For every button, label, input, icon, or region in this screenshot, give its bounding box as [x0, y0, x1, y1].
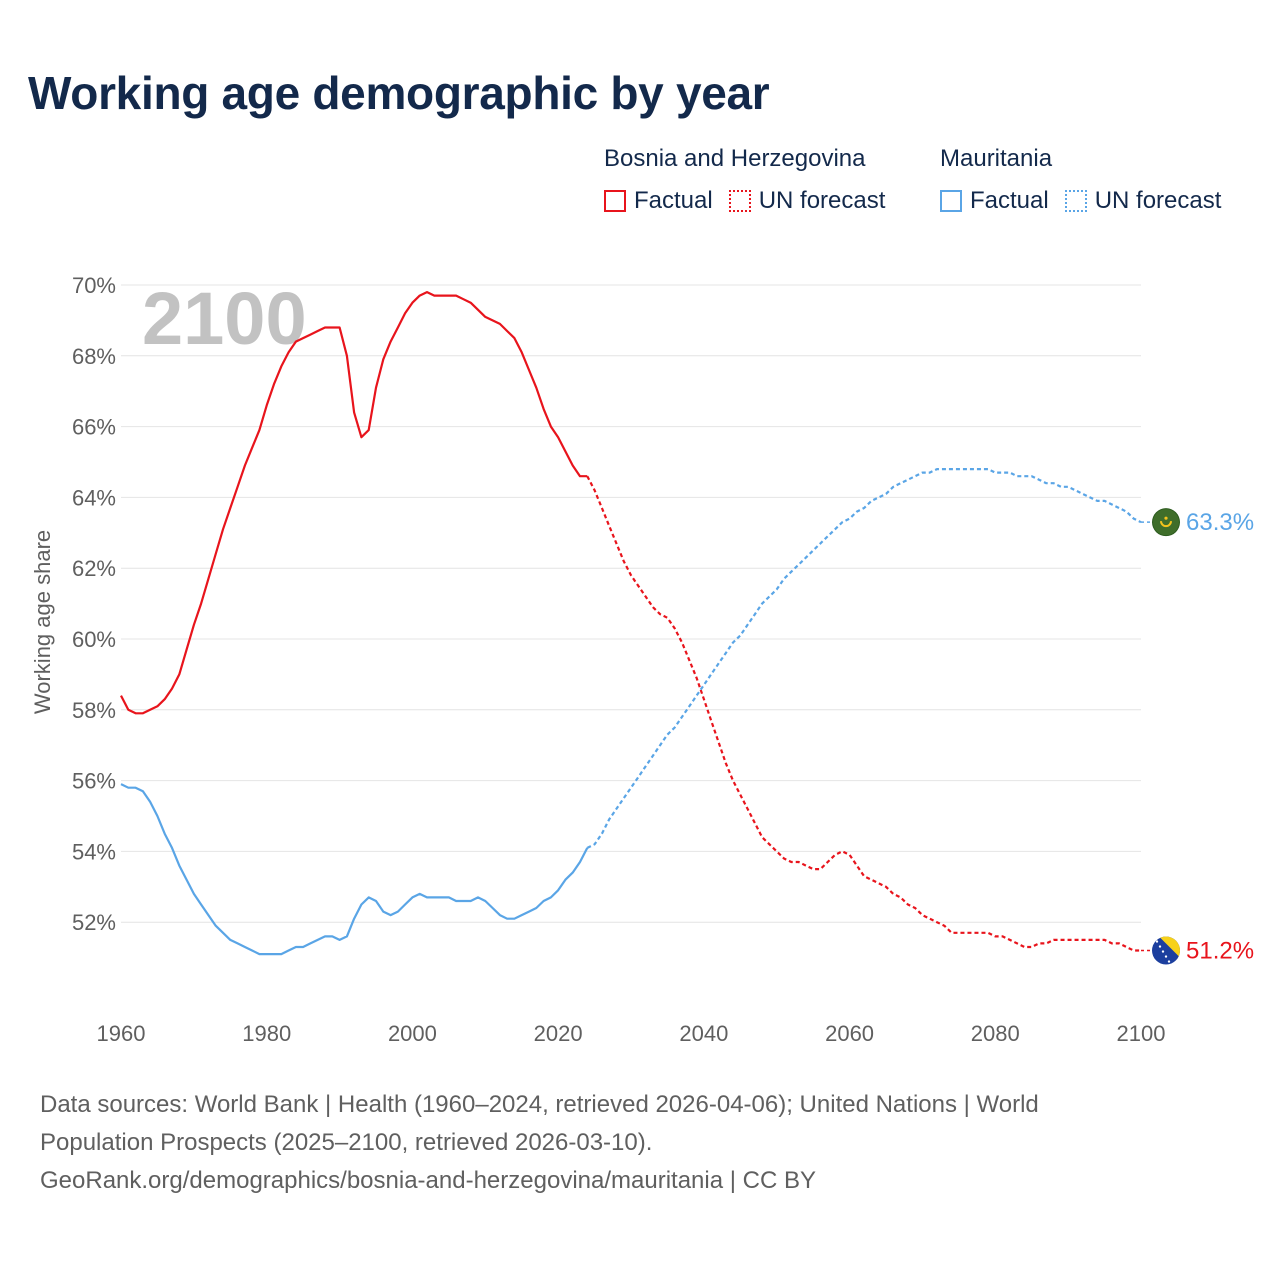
x-axis-ticks: 1960 1980 2000 2020 2040 2060 2080 2100	[97, 1021, 1166, 1046]
legend-group-title-mauritania: Mauritania	[940, 145, 1053, 172]
legend-swatch-solid	[940, 190, 962, 212]
end-marker-bosnia[interactable]: 51.2%	[1141, 936, 1254, 965]
series-lines	[120, 291, 1142, 956]
legend-swatch-dotted	[1064, 190, 1087, 212]
year-watermark: 2100	[142, 277, 307, 360]
x-tick-label: 2040	[679, 1021, 728, 1046]
legend-item-mauritania-factual[interactable]: Factual	[940, 187, 1049, 215]
legend-group-bosnia: Bosnia and Herzegovina Factual UN foreca…	[604, 145, 901, 215]
y-axis-ticks: 52% 54% 56% 58% 60% 62% 64% 66% 68% 70%	[72, 273, 116, 935]
y-tick-label: 64%	[72, 485, 116, 510]
y-tick-label: 68%	[72, 344, 116, 369]
y-tick-label: 60%	[72, 627, 116, 652]
x-tick-label: 2080	[971, 1021, 1020, 1046]
x-tick-label: 2000	[388, 1021, 437, 1046]
x-tick-label: 2060	[825, 1021, 874, 1046]
y-axis-label: Working age share	[30, 530, 55, 714]
legend-item-bosnia-factual[interactable]: Factual	[604, 187, 713, 215]
y-tick-label: 52%	[72, 910, 116, 935]
footer-source: Data sources: World Bank | Health (1960–…	[40, 1086, 1240, 1200]
x-tick-label: 2100	[1117, 1021, 1166, 1046]
legend-group-title-bosnia: Bosnia and Herzegovina	[604, 145, 866, 172]
end-label-bosnia: 51.2%	[1186, 938, 1254, 965]
series-line-factual-0[interactable]	[120, 291, 588, 715]
series-line-forecast-0[interactable]	[586, 475, 1141, 952]
footer-line-3[interactable]: GeoRank.org/demographics/bosnia-and-herz…	[40, 1167, 816, 1194]
legend-swatch-solid	[604, 190, 626, 212]
legend-swatch-dotted	[728, 190, 751, 212]
line-chart: 2100 52% 54% 56% 58% 60% 62% 64% 66% 68% 70% 1960…	[30, 273, 1254, 1046]
y-tick-label: 54%	[72, 839, 116, 864]
series-line-factual-1[interactable]	[120, 783, 589, 956]
mauritania-flag-icon	[1152, 508, 1180, 537]
legend-label-mauritania-factual: Factual	[970, 187, 1049, 214]
end-label-mauritania: 63.3%	[1186, 509, 1254, 536]
y-tick-label: 62%	[72, 556, 116, 581]
y-tick-label: 58%	[72, 698, 116, 723]
x-tick-label: 2020	[534, 1021, 583, 1046]
series-line-forecast-1[interactable]	[586, 468, 1142, 849]
legend-label-bosnia-forecast: UN forecast	[758, 187, 886, 214]
chart-title: Working age demographic by year	[28, 67, 770, 119]
footer-line-2: Population Prospects (2025–2100, retriev…	[40, 1129, 653, 1156]
y-tick-label: 56%	[72, 769, 116, 794]
legend-group-mauritania: Mauritania Factual UN forecast	[940, 145, 1237, 215]
grid-lines	[121, 284, 1141, 923]
legend-label-mauritania-forecast: UN forecast	[1094, 187, 1222, 214]
bosnia-flag-icon	[1152, 936, 1180, 965]
legend-item-mauritania-forecast[interactable]: UN forecast	[1064, 187, 1222, 215]
x-tick-label: 1980	[242, 1021, 291, 1046]
legend-item-bosnia-forecast[interactable]: UN forecast	[728, 187, 886, 215]
y-tick-label: 66%	[72, 415, 116, 440]
footer-line-1: Data sources: World Bank | Health (1960–…	[40, 1091, 1039, 1118]
end-marker-mauritania[interactable]: 63.3%	[1141, 508, 1254, 537]
y-tick-label: 70%	[72, 273, 116, 298]
x-tick-label: 1960	[97, 1021, 146, 1046]
legend-label-bosnia-factual: Factual	[634, 187, 713, 214]
